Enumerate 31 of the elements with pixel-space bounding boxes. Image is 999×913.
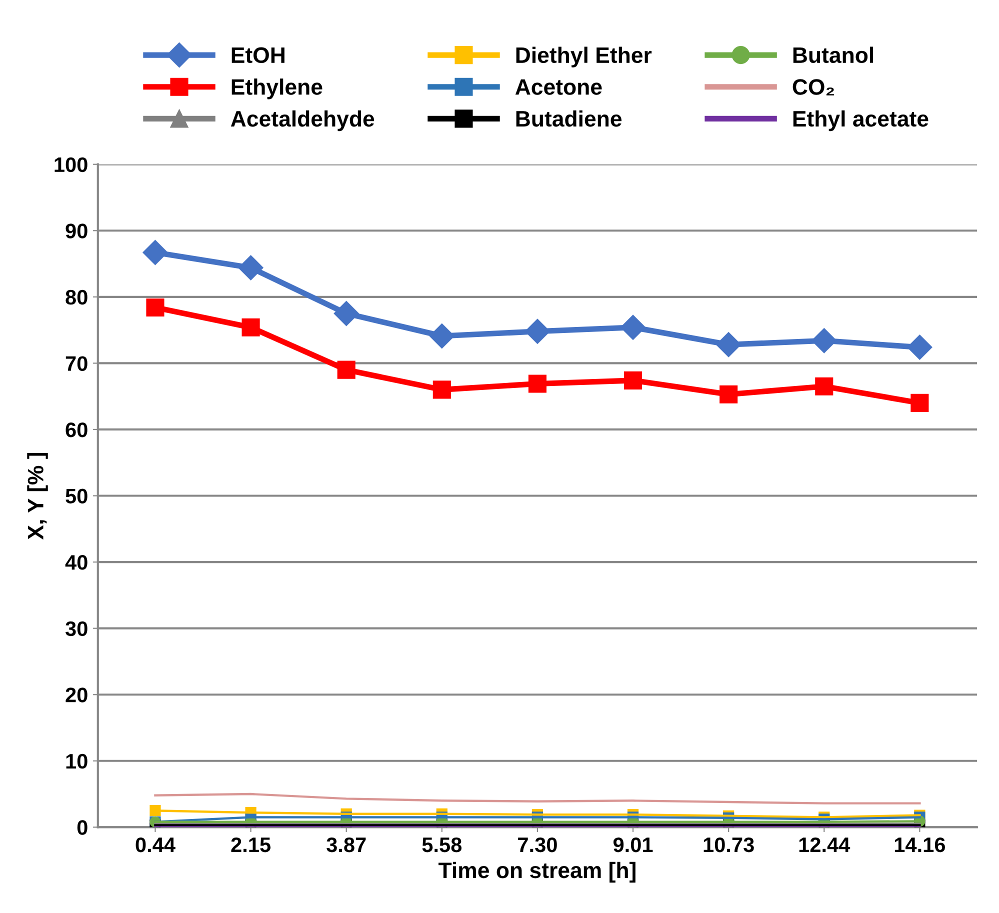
x-axis-title: Time on stream [h] [438,862,636,883]
x-tick-label: 9.01 [613,837,653,852]
legend-label: Butadiene [516,110,622,127]
y-tick-label: 50 [66,488,88,504]
y-tick-label: 80 [66,290,88,305]
y-tick-label: 60 [66,422,88,438]
y-axis-title: X, Y [% ] [27,452,48,540]
legend-label: EtOH [232,47,284,64]
legend-label: Acetaldehyde [230,110,374,132]
y-tick-label: 100 [54,157,88,172]
legend-label: Butanol [793,46,874,64]
x-tick-label: 5.58 [422,837,462,852]
x-tick-label: 10.73 [704,837,754,852]
legend-label: Diethyl Ether [516,46,652,68]
x-tick-label: 0.44 [136,837,176,852]
x-tick-label: 14.16 [894,837,946,852]
y-tick-label: 40 [65,555,88,570]
y-tick-label: 0 [77,820,88,835]
y-tick-label: 10 [66,754,88,769]
legend-label: CO₂ [792,79,834,96]
y-tick-label: 70 [66,356,88,371]
x-tick-label: 7.30 [518,837,557,852]
y-tick-label: 20 [66,688,88,702]
y-tick-label: 90 [66,224,88,238]
legend-label: Ethylene [232,78,322,100]
y-tick-label: 30 [65,621,88,636]
legend-label: Ethyl acetate [793,110,928,132]
x-tick-label: 3.87 [326,837,366,852]
x-tick-label: 2.15 [231,837,270,852]
x-tick-label: 12.44 [799,837,850,852]
legend-label: Acetone [515,79,602,95]
